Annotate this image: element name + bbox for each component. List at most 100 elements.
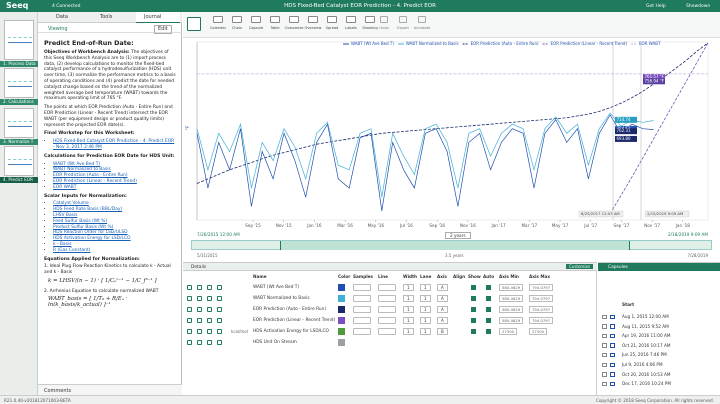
row-icon[interactable] bbox=[197, 340, 202, 345]
link[interactable]: EOR WABT bbox=[53, 184, 77, 190]
capsule-start[interactable]: Apr 19, 2016 11:00 AM bbox=[622, 333, 671, 339]
row-icon[interactable] bbox=[207, 296, 212, 301]
tool-label[interactable]: Calendar bbox=[209, 26, 227, 30]
row-icon[interactable] bbox=[207, 340, 212, 345]
link[interactable]: k - Basis bbox=[53, 241, 72, 247]
row-icon[interactable] bbox=[217, 285, 222, 290]
customize-button[interactable]: Customize bbox=[566, 264, 593, 269]
tab[interactable]: Journal bbox=[136, 12, 180, 23]
row-width[interactable]: 1 bbox=[403, 317, 414, 324]
capsule-start[interactable]: Aug 11, 2015 9:52 AM bbox=[622, 323, 669, 329]
row-axis[interactable]: A bbox=[437, 295, 448, 302]
capsule-start[interactable]: Dec 17, 2016 10:24 PM bbox=[622, 381, 671, 387]
worksheet-thumbnail[interactable] bbox=[4, 20, 34, 60]
worksheet-label[interactable]: 2. Calculations bbox=[0, 99, 38, 105]
row-icon[interactable] bbox=[207, 307, 212, 312]
row-icon[interactable] bbox=[610, 343, 615, 348]
checkbox[interactable] bbox=[486, 318, 491, 323]
axis-min[interactable]: 27300 bbox=[499, 328, 518, 335]
dropdown[interactable] bbox=[353, 306, 371, 313]
axis-max[interactable]: 794.0797 bbox=[529, 306, 554, 313]
row-axis[interactable]: B bbox=[437, 328, 448, 335]
link[interactable]: Product Sulfur Basis (Wt %) bbox=[53, 224, 114, 230]
link[interactable]: HDS Fixed-Bed Catalyst EOR Prediction - … bbox=[53, 139, 175, 150]
worksheet-thumbnail[interactable] bbox=[4, 146, 34, 176]
link[interactable]: Feed Sulfur Basis (Wt %) bbox=[53, 218, 108, 224]
row-width[interactable]: 1 bbox=[403, 284, 414, 291]
tool-label[interactable]: Chain bbox=[231, 26, 243, 30]
tool-icon[interactable] bbox=[346, 16, 356, 23]
tool-icon[interactable] bbox=[327, 16, 337, 23]
row-name[interactable]: EOR Prediction (Linear - Recent Trend) bbox=[253, 318, 336, 323]
worksheet-label[interactable]: 4. Predict EOR bbox=[0, 177, 38, 183]
tool-label[interactable]: Labels bbox=[345, 26, 357, 30]
action-label[interactable]: Export bbox=[397, 26, 409, 30]
overview-selection[interactable] bbox=[280, 241, 630, 250]
help-link[interactable]: Get Help bbox=[646, 3, 666, 9]
row-icon[interactable] bbox=[217, 296, 222, 301]
row-width[interactable]: 1 bbox=[403, 295, 414, 302]
row-icon[interactable] bbox=[610, 362, 615, 367]
row-checkbox[interactable] bbox=[602, 343, 607, 348]
tool-label[interactable]: Table bbox=[270, 26, 280, 30]
link[interactable]: HDS Activation Energy for LSD/LCO bbox=[53, 236, 131, 242]
row-icon[interactable] bbox=[610, 372, 615, 377]
row-icon[interactable] bbox=[610, 381, 615, 387]
row-icon[interactable] bbox=[197, 318, 202, 323]
dropdown[interactable] bbox=[353, 284, 371, 291]
row-checkbox[interactable] bbox=[602, 314, 607, 319]
row-icon[interactable] bbox=[610, 352, 615, 358]
link[interactable]: WABT Normalized to Basis bbox=[53, 167, 111, 173]
row-icon[interactable] bbox=[207, 329, 212, 334]
edit-button[interactable]: Edit bbox=[154, 24, 172, 34]
row-icon[interactable] bbox=[610, 314, 615, 319]
row-icon[interactable] bbox=[187, 307, 192, 312]
checkbox[interactable] bbox=[486, 307, 491, 312]
worksheet-label[interactable]: 1. Process Data bbox=[0, 61, 38, 67]
checkbox[interactable] bbox=[486, 329, 491, 334]
tab[interactable]: Data bbox=[56, 14, 68, 20]
range-end[interactable]: 2/18/2019 9:09 AM bbox=[667, 232, 708, 237]
row-checkbox[interactable] bbox=[602, 381, 607, 387]
range-start[interactable]: 7/26/2015 12:00 AM bbox=[197, 232, 240, 237]
row-icon[interactable] bbox=[197, 307, 202, 312]
color-swatch[interactable] bbox=[338, 284, 345, 291]
row-lane[interactable]: 1 bbox=[420, 306, 431, 313]
row-name[interactable]: WABT (Wt Ave Bed T) bbox=[253, 285, 300, 290]
axis-max[interactable]: 794.0797 bbox=[529, 295, 554, 302]
row-lane[interactable]: 1 bbox=[420, 295, 431, 302]
range-duration[interactable]: 2 years bbox=[445, 232, 471, 239]
link[interactable]: Catalyst Volume bbox=[53, 201, 89, 207]
tool-icon[interactable] bbox=[270, 16, 280, 23]
action-label[interactable]: Annotate bbox=[413, 26, 431, 30]
action-icon[interactable] bbox=[418, 16, 426, 23]
link[interactable]: EOR Prediction (Linear - Recent Trend) bbox=[53, 178, 137, 184]
axis-min[interactable]: 580.4629 bbox=[499, 306, 524, 313]
dropdown[interactable] bbox=[378, 317, 396, 324]
row-axis[interactable]: A bbox=[437, 317, 448, 324]
row-icon[interactable] bbox=[610, 333, 615, 339]
row-icon[interactable] bbox=[187, 296, 192, 301]
link[interactable]: R (Gas Constant) bbox=[53, 247, 91, 253]
row-icon[interactable] bbox=[197, 296, 202, 301]
axis-max[interactable]: 27300 bbox=[529, 328, 548, 335]
dropdown[interactable] bbox=[353, 317, 371, 324]
tool-icon[interactable] bbox=[289, 16, 299, 23]
axis-max[interactable]: 794.0797 bbox=[529, 284, 554, 291]
row-icon[interactable] bbox=[187, 285, 192, 290]
row-checkbox[interactable] bbox=[602, 352, 607, 358]
link[interactable]: HDS Reaction Order for LSD/ULSD bbox=[53, 230, 128, 236]
link[interactable]: EOR Prediction (Auto - Entire Run) bbox=[53, 173, 128, 179]
checkbox[interactable] bbox=[471, 329, 476, 334]
color-swatch[interactable] bbox=[338, 328, 345, 335]
color-swatch[interactable] bbox=[338, 295, 345, 302]
capsule-start[interactable]: Jul 9, 2016 4:06 PM bbox=[622, 362, 663, 367]
row-lane[interactable]: 1 bbox=[420, 317, 431, 324]
action-icon[interactable] bbox=[380, 16, 388, 23]
row-name[interactable]: HDS Unit On Stream bbox=[253, 340, 297, 345]
link[interactable]: LHSV Basis bbox=[53, 212, 78, 218]
tool-icon[interactable] bbox=[251, 16, 261, 23]
checkbox[interactable] bbox=[486, 285, 491, 290]
row-icon[interactable] bbox=[187, 340, 192, 345]
row-icon[interactable] bbox=[217, 307, 222, 312]
